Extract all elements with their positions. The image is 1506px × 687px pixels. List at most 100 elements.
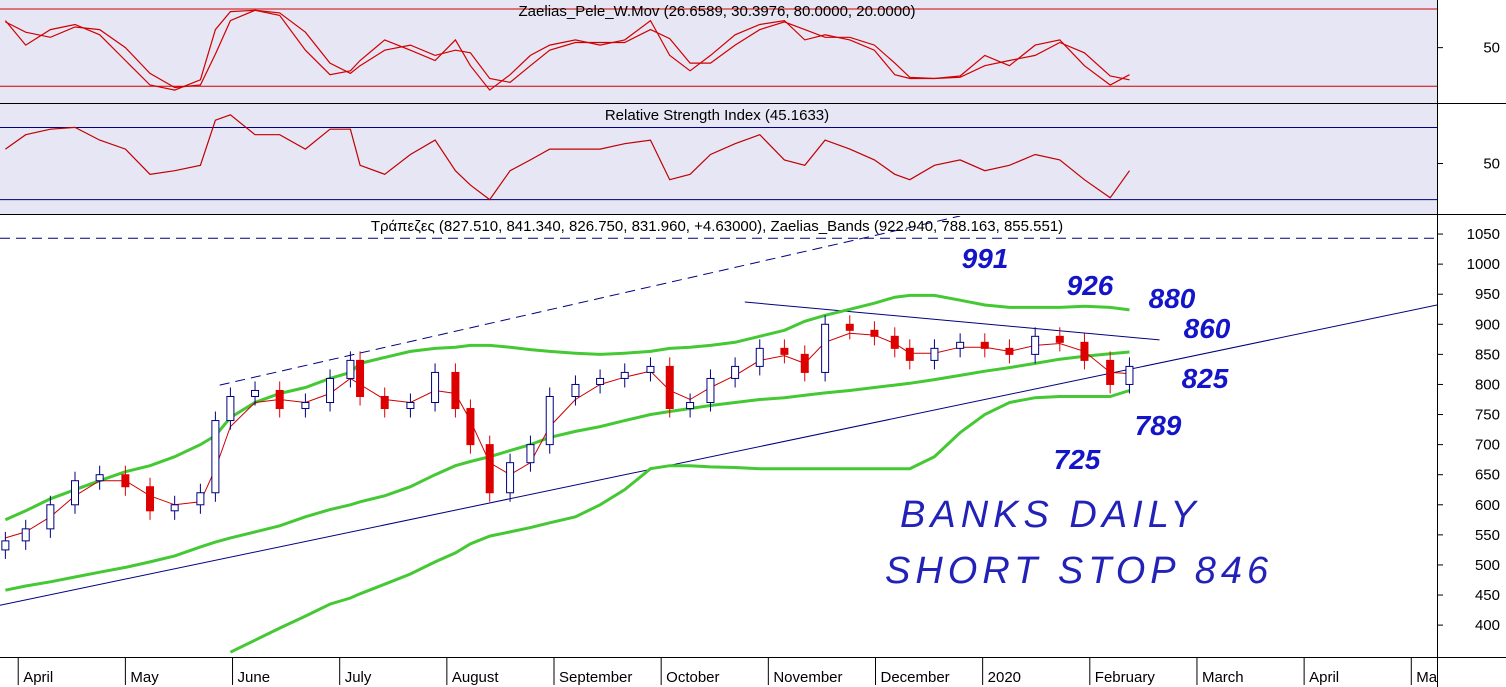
y-tick-label: 900	[1475, 316, 1500, 333]
candle-body	[890, 335, 899, 349]
y-tick-label: 950	[1475, 286, 1500, 303]
y-tick-label: 850	[1475, 346, 1500, 363]
candle-body	[706, 377, 715, 404]
y-tick-label: 650	[1475, 467, 1500, 484]
candle-body	[346, 359, 355, 379]
candle-body	[571, 383, 580, 397]
candle-body	[545, 395, 554, 446]
y-tick-label: 750	[1475, 407, 1500, 424]
candle-body	[506, 462, 515, 494]
annotation: 789	[1135, 410, 1182, 441]
candle-body	[1080, 341, 1089, 361]
indicator-line	[5, 9, 1130, 89]
candle-body	[275, 389, 284, 410]
annotation: 725	[1054, 444, 1101, 475]
candle-body	[686, 402, 695, 410]
panel	[0, 114, 1437, 201]
x-tick-label: September	[559, 669, 632, 686]
candle-body	[1125, 365, 1134, 385]
panel-title: Zaelias_Pele_W.Mov (26.6589, 30.3976, 80…	[519, 3, 916, 20]
candle-body	[620, 371, 629, 379]
y-tick-label: 700	[1475, 437, 1500, 454]
note: BANKS DAILY	[900, 494, 1201, 536]
candle-body	[526, 444, 535, 464]
y-tick-label: 800	[1475, 376, 1500, 393]
y-tick-label: 400	[1475, 617, 1500, 634]
trendline	[0, 304, 1437, 606]
candle-body	[466, 408, 475, 446]
annotation: 860	[1184, 313, 1231, 344]
candle-body	[146, 486, 155, 512]
panel-title: Relative Strength Index (45.1633)	[605, 107, 829, 124]
candle-body	[755, 347, 764, 367]
panel	[0, 216, 1437, 654]
band-line	[4, 293, 1130, 522]
candle-body	[1106, 359, 1115, 385]
candle-body	[95, 474, 104, 482]
candle-body	[431, 371, 440, 404]
candle-body	[301, 402, 310, 410]
candle-body	[121, 474, 130, 488]
panel-background	[0, 216, 1437, 657]
x-tick-label: April	[23, 669, 53, 686]
candle-body	[226, 395, 235, 422]
candle-body	[326, 377, 335, 404]
x-tick-label: 2020	[988, 669, 1021, 686]
x-tick-label: May	[130, 669, 159, 686]
x-tick-label: February	[1095, 669, 1156, 686]
candle-body	[1, 540, 10, 551]
note: SHORT STOP 846	[885, 550, 1273, 592]
y-tick-label: 550	[1475, 527, 1500, 544]
x-tick-label: April	[1309, 669, 1339, 686]
x-tick-label: June	[238, 669, 271, 686]
x-tick-label: July	[345, 669, 372, 686]
candle-body	[870, 329, 879, 337]
x-tick-label: December	[880, 669, 949, 686]
panel-title: Τράπεζες (827.510, 841.340, 826.750, 831…	[371, 218, 1063, 235]
candle-body	[821, 323, 830, 373]
candle-body	[406, 402, 415, 410]
candle-body	[196, 492, 205, 506]
x-tick-label: November	[773, 669, 842, 686]
candle-body	[1055, 335, 1064, 343]
y-tick-label: 450	[1475, 587, 1500, 604]
y-tick-label: 1050	[1467, 226, 1500, 243]
candle-body	[980, 341, 989, 349]
y-tick-label: 600	[1475, 497, 1500, 514]
annotation: 825	[1182, 363, 1229, 394]
band-line	[229, 389, 1130, 654]
candle-body	[356, 359, 365, 397]
x-tick-label: August	[452, 669, 500, 686]
candle-body	[380, 395, 389, 410]
trendline	[219, 216, 961, 386]
candle-body	[905, 347, 914, 361]
candle-body	[71, 480, 80, 506]
x-tick-label: October	[666, 669, 719, 686]
panel	[0, 8, 1437, 91]
candle-body	[21, 528, 30, 542]
candle-body	[845, 323, 854, 331]
annotation: 991	[962, 243, 1009, 274]
y-tick-label: 50	[1483, 40, 1500, 57]
annotation: 880	[1149, 283, 1196, 314]
annotation: 926	[1067, 270, 1114, 301]
candle-body	[930, 347, 939, 361]
y-tick-label: 500	[1475, 557, 1500, 574]
x-tick-label: March	[1202, 669, 1244, 686]
candle-body	[800, 353, 809, 373]
x-tick-label: Ma	[1416, 669, 1437, 686]
candle-body	[170, 504, 179, 512]
indicator-line	[5, 114, 1130, 201]
candle-body	[780, 347, 789, 355]
candle-body	[956, 341, 965, 349]
candle-body	[211, 420, 220, 494]
candle-body	[451, 371, 460, 410]
candle-body	[731, 365, 740, 379]
candle-body	[251, 389, 260, 397]
trendline	[744, 301, 1160, 341]
candle-body	[596, 377, 605, 385]
y-tick-label: 1000	[1467, 256, 1500, 273]
candle-body	[1005, 347, 1014, 355]
candle-body	[646, 365, 655, 373]
